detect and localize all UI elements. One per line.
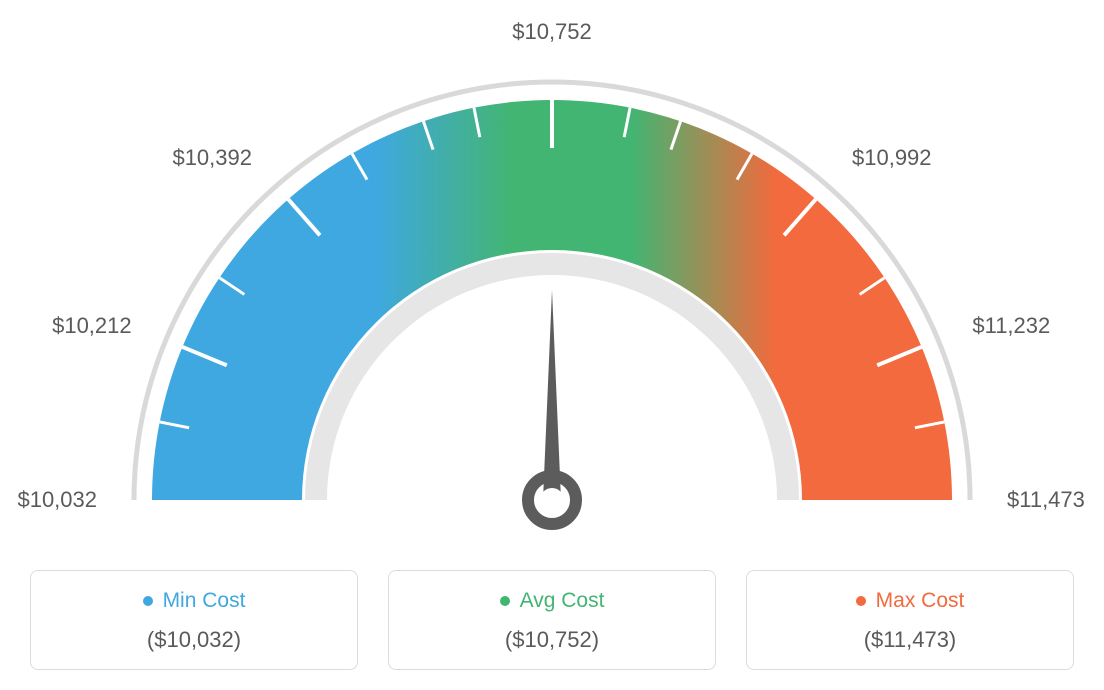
avg-cost-card: Avg Cost ($10,752) [388,570,716,670]
scale-label: $10,212 [52,313,132,339]
scale-label: $10,752 [512,19,592,45]
legend-cards: Min Cost ($10,032) Avg Cost ($10,752) Ma… [0,570,1104,670]
min-dot-icon [143,596,153,606]
avg-dot-icon [500,596,510,606]
min-cost-value: ($10,032) [41,627,347,653]
min-cost-card: Min Cost ($10,032) [30,570,358,670]
scale-label: $11,232 [972,313,1050,339]
max-cost-value: ($11,473) [757,627,1063,653]
gauge-svg [52,40,1052,560]
max-cost-title-row: Max Cost [856,589,965,613]
scale-label: $10,032 [17,487,97,513]
chart-container: $10,032 $10,212 $10,392 $10,752 $10,992 $11,2… [0,0,1104,690]
max-cost-card: Max Cost ($11,473) [746,570,1074,670]
avg-cost-title: Avg Cost [520,589,605,613]
scale-label: $10,392 [172,145,252,171]
max-dot-icon [856,596,866,606]
scale-label: $11,473 [1007,487,1085,513]
avg-cost-title-row: Avg Cost [500,589,605,613]
gauge-chart: $10,032 $10,212 $10,392 $10,752 $10,992 $11,2… [0,0,1104,540]
max-cost-title: Max Cost [876,589,965,613]
min-cost-title-row: Min Cost [143,589,246,613]
min-cost-title: Min Cost [163,589,246,613]
scale-label: $10,992 [852,145,932,171]
avg-cost-value: ($10,752) [399,627,705,653]
